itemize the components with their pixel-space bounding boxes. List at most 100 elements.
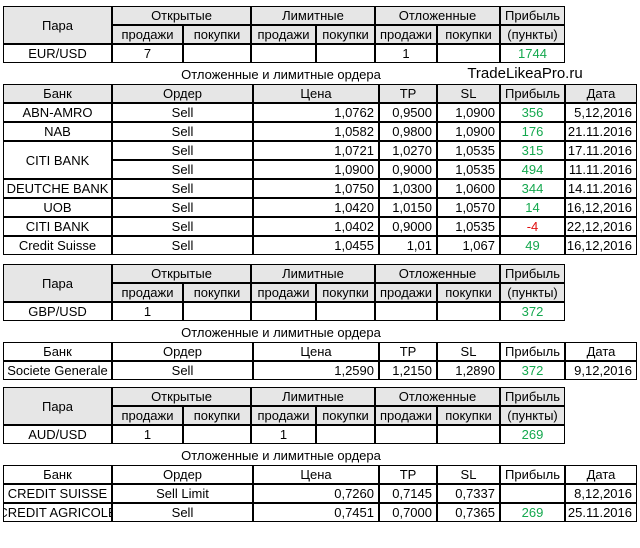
- open-buy-value: [183, 44, 251, 63]
- limit-sell-value: 1: [251, 425, 316, 444]
- order-price: 1,2590: [253, 361, 379, 380]
- take-profit: 1,2150: [379, 361, 437, 380]
- stop-loss: 1,0900: [437, 122, 500, 141]
- limit-buy-value: [316, 302, 375, 321]
- order-type: Sell Limit: [112, 484, 253, 503]
- bank-col-header: Банк: [3, 84, 112, 103]
- profit-points: 269: [500, 425, 565, 444]
- order-type: Sell: [112, 103, 253, 122]
- order-date: 14.11.2016: [565, 179, 637, 198]
- order-col-header: Ордер: [112, 342, 253, 361]
- order-date: 21.11.2016: [565, 122, 637, 141]
- pending-buy-value: [437, 425, 500, 444]
- date-col-header: Дата: [565, 342, 637, 361]
- open-buy-value: [183, 425, 251, 444]
- order-profit: 14: [500, 198, 565, 217]
- profit-col-header: Прибыль: [500, 84, 565, 103]
- open-sell-value: 7: [112, 44, 183, 63]
- bank-col-header: Банк: [3, 465, 112, 484]
- take-profit: 0,9800: [379, 122, 437, 141]
- sl-col-header: SL: [437, 84, 500, 103]
- sell-subheader: продажи: [251, 406, 316, 425]
- sell-subheader: продажи: [112, 283, 183, 302]
- order-date: 11.11.2016: [565, 160, 637, 179]
- order-date: 8,12,2016: [565, 484, 637, 503]
- take-profit: 0,9000: [379, 217, 437, 236]
- buy-subheader: покупки: [437, 406, 500, 425]
- limit-buy-value: [316, 425, 375, 444]
- order-profit: 344: [500, 179, 565, 198]
- pending-buy-value: [437, 302, 500, 321]
- points-subheader: (пункты): [500, 283, 565, 302]
- order-date: 22,12,2016: [565, 217, 637, 236]
- order-type: Sell: [112, 160, 253, 179]
- open-sell-value: 1: [112, 425, 183, 444]
- profit-points: 1744: [500, 44, 565, 63]
- stop-loss: 1,0900: [437, 103, 500, 122]
- tp-col-header: TP: [379, 465, 437, 484]
- order-type: Sell: [112, 361, 253, 380]
- pending-sell-value: [375, 302, 437, 321]
- tp-col-header: TP: [379, 84, 437, 103]
- order-price: 1,0762: [253, 103, 379, 122]
- points-subheader: (пункты): [500, 406, 565, 425]
- pending-sell-value: [375, 425, 437, 444]
- buy-subheader: покупки: [183, 25, 251, 44]
- stop-loss: 1,0535: [437, 160, 500, 179]
- stop-loss: 0,7365: [437, 503, 500, 522]
- stop-loss: 1,067: [437, 236, 500, 255]
- bank-name: DEUTCHE BANK: [3, 179, 112, 198]
- pending-header: Отложенные: [375, 6, 500, 25]
- sell-subheader: продажи: [375, 283, 437, 302]
- bank-name: UOB: [3, 198, 112, 217]
- sell-subheader: продажи: [375, 406, 437, 425]
- buy-subheader: покупки: [183, 283, 251, 302]
- section-title: Отложенные и лимитные ордера: [181, 448, 381, 463]
- order-profit: -4: [500, 217, 565, 236]
- date-col-header: Дата: [565, 84, 637, 103]
- buy-subheader: покупки: [437, 283, 500, 302]
- bank-name: ABN-AMRO: [3, 103, 112, 122]
- bank-name: CITI BANK: [3, 217, 112, 236]
- sell-subheader: продажи: [251, 283, 316, 302]
- profit-header: Прибыль: [500, 387, 565, 406]
- limit-header: Лимитные: [251, 264, 375, 283]
- take-profit: 0,7145: [379, 484, 437, 503]
- order-type: Sell: [112, 217, 253, 236]
- stop-loss: 0,7337: [437, 484, 500, 503]
- pair-header: Пара: [3, 6, 112, 44]
- order-profit: 269: [500, 503, 565, 522]
- order-date: 17.11.2016: [565, 141, 637, 160]
- limit-buy-value: [316, 44, 375, 63]
- bank-name: CREDIT SUISSE: [3, 484, 112, 503]
- order-type: Sell: [112, 179, 253, 198]
- pair-header: Пара: [3, 387, 112, 425]
- stop-loss: 1,0600: [437, 179, 500, 198]
- stop-loss: 1,0535: [437, 217, 500, 236]
- pair-name: EUR/USD: [3, 44, 112, 63]
- buy-subheader: покупки: [437, 25, 500, 44]
- order-date: 9,12,2016: [565, 361, 637, 380]
- bank-name: Societe Generale: [3, 361, 112, 380]
- bank-name: NAB: [3, 122, 112, 141]
- bank-col-header: Банк: [3, 342, 112, 361]
- order-price: 1,0455: [253, 236, 379, 255]
- open-buy-value: [183, 302, 251, 321]
- buy-subheader: покупки: [316, 25, 375, 44]
- sell-subheader: продажи: [112, 406, 183, 425]
- brand-watermark: TradeLikeaPro.ru: [467, 65, 583, 82]
- limit-header: Лимитные: [251, 6, 375, 25]
- take-profit: 0,7000: [379, 503, 437, 522]
- order-type: Sell: [112, 236, 253, 255]
- order-price: 1,0402: [253, 217, 379, 236]
- profit-col-header: Прибыль: [500, 342, 565, 361]
- tp-col-header: TP: [379, 342, 437, 361]
- sell-subheader: продажи: [112, 25, 183, 44]
- open-header: Открытые: [112, 6, 251, 25]
- bank-name: CREDIT AGRICOLE: [3, 503, 112, 522]
- take-profit: 0,9500: [379, 103, 437, 122]
- order-profit: 315: [500, 141, 565, 160]
- order-price: 0,7260: [253, 484, 379, 503]
- open-header: Открытые: [112, 387, 251, 406]
- order-profit: 356: [500, 103, 565, 122]
